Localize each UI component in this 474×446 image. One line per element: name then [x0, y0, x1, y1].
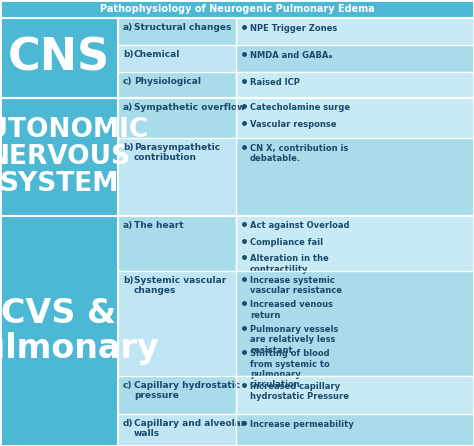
Bar: [0, 98, 118, 216]
Bar: [236, 216, 474, 271]
Bar: [236, 376, 474, 414]
Bar: [118, 376, 236, 414]
Bar: [0, 0, 474, 18]
Text: Alteration in the
contractility: Alteration in the contractility: [250, 254, 329, 274]
Text: d): d): [123, 419, 134, 428]
Text: Increased venous
return: Increased venous return: [250, 301, 333, 320]
Text: Capillary hydrostatic
pressure: Capillary hydrostatic pressure: [134, 381, 240, 401]
Bar: [118, 216, 236, 271]
Text: NPE Trigger Zones: NPE Trigger Zones: [250, 24, 337, 33]
Text: CN X, contribution is
debatable.: CN X, contribution is debatable.: [250, 144, 348, 163]
Text: Physiological: Physiological: [134, 77, 201, 86]
Text: b): b): [123, 276, 134, 285]
Text: a): a): [123, 23, 133, 32]
Bar: [0, 216, 118, 446]
Text: Vascular response: Vascular response: [250, 120, 337, 129]
Bar: [236, 45, 474, 72]
Bar: [236, 72, 474, 98]
Text: Structural changes: Structural changes: [134, 23, 231, 32]
Bar: [118, 414, 236, 446]
Text: Shifting of blood
from systemic to
pulmonary
circulation: Shifting of blood from systemic to pulmo…: [250, 349, 330, 389]
Text: Raised ICP: Raised ICP: [250, 78, 300, 87]
Bar: [236, 414, 474, 446]
Bar: [118, 98, 236, 138]
Bar: [236, 18, 474, 45]
Bar: [118, 271, 236, 376]
Bar: [0, 18, 118, 98]
Text: b): b): [123, 50, 134, 59]
Bar: [118, 138, 236, 216]
Bar: [118, 45, 236, 72]
Text: NMDA and GABAₐ: NMDA and GABAₐ: [250, 51, 332, 60]
Text: Catecholamine surge: Catecholamine surge: [250, 103, 350, 112]
Text: Increase systemic
vascular resistance: Increase systemic vascular resistance: [250, 276, 342, 295]
Text: Chemical: Chemical: [134, 50, 181, 59]
Text: CNS: CNS: [8, 37, 110, 79]
Bar: [236, 138, 474, 216]
Text: AUTONOMIC
NERVOUS
SYSTEM: AUTONOMIC NERVOUS SYSTEM: [0, 117, 150, 197]
Text: Pulmonary vessels
are relatively less
resistant: Pulmonary vessels are relatively less re…: [250, 325, 338, 355]
Bar: [118, 72, 236, 98]
Text: b): b): [123, 143, 134, 152]
Text: Capillary and alveolar
walls: Capillary and alveolar walls: [134, 419, 246, 438]
Text: The heart: The heart: [134, 221, 183, 230]
Text: Pathophysiology of Neurogenic Pulmonary Edema: Pathophysiology of Neurogenic Pulmonary …: [100, 4, 374, 14]
Text: CVS &
Pulmonary: CVS & Pulmonary: [0, 297, 160, 365]
Text: a): a): [123, 103, 133, 112]
Text: c): c): [123, 381, 133, 390]
Bar: [236, 271, 474, 376]
Text: Parasympathetic
contribution: Parasympathetic contribution: [134, 143, 220, 162]
Text: Increase permeability: Increase permeability: [250, 420, 354, 429]
Text: a): a): [123, 221, 133, 230]
Bar: [236, 98, 474, 138]
Text: Act against Overload: Act against Overload: [250, 221, 349, 230]
Text: Increased capillary
hydrostatic Pressure: Increased capillary hydrostatic Pressure: [250, 382, 349, 401]
Text: Compliance fail: Compliance fail: [250, 238, 323, 247]
Text: c): c): [123, 77, 133, 86]
Bar: [118, 18, 236, 45]
Text: Systemic vascular
changes: Systemic vascular changes: [134, 276, 226, 295]
Text: Sympathetic overflow: Sympathetic overflow: [134, 103, 246, 112]
